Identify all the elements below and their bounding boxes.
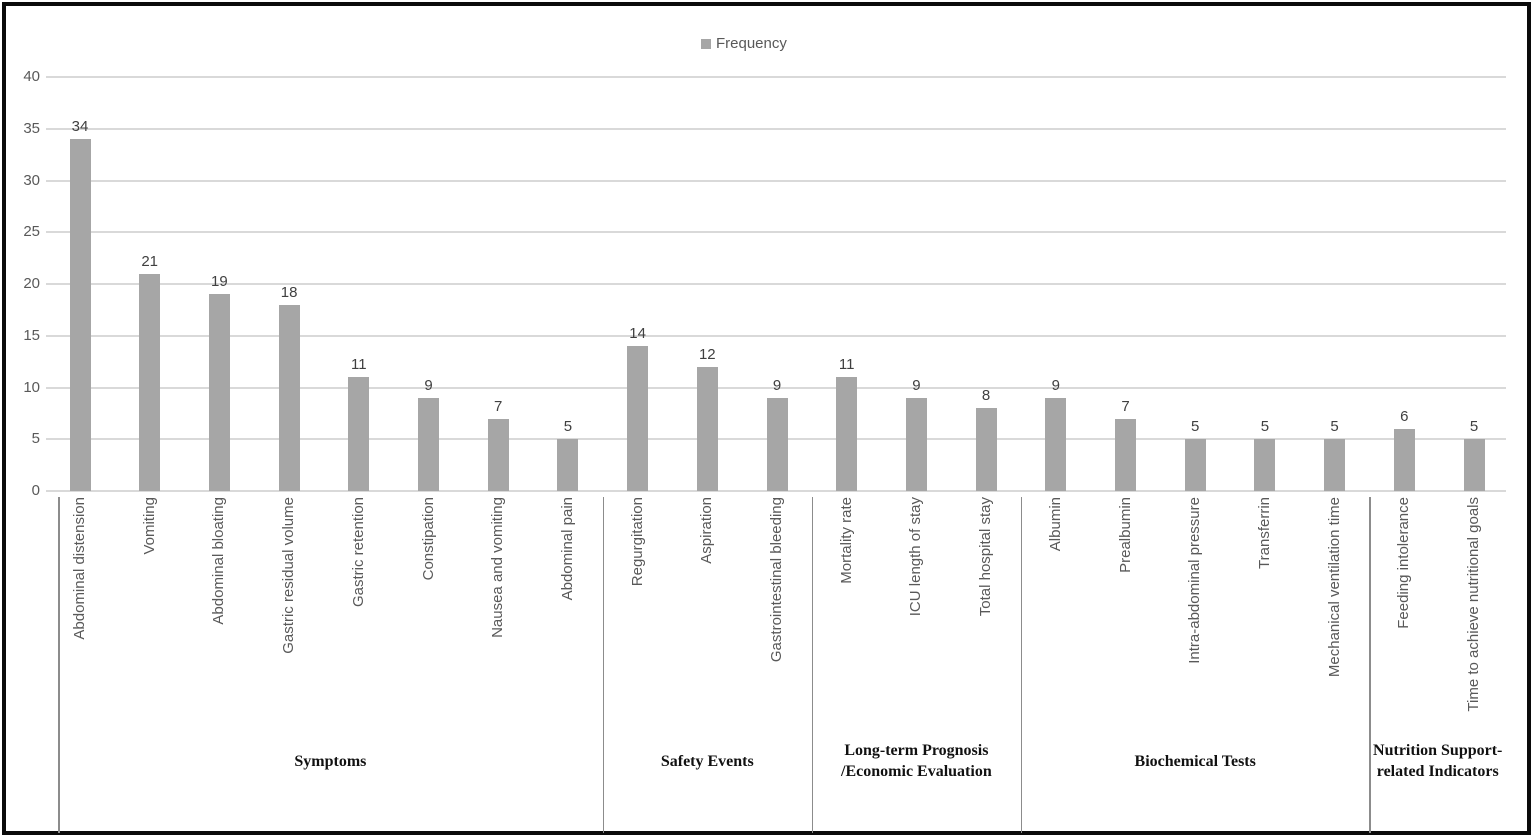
x-axis-label: Regurgitation <box>628 497 646 587</box>
x-axis-label: Nausea and vomiting <box>489 497 507 638</box>
bar-value-label: 21 <box>141 252 159 270</box>
bar-value-label: 11 <box>351 356 367 374</box>
x-axis-label: Transferrin <box>1255 497 1273 569</box>
y-axis-tick-label: 0 <box>31 482 40 499</box>
bar <box>1463 439 1485 491</box>
bar <box>905 397 927 491</box>
x-axis-label: Intra-abdominal pressure <box>1186 497 1204 664</box>
x-axis-label: Abdominal bloating <box>210 497 228 625</box>
bar <box>766 397 788 491</box>
x-axis-label: Abdominal distension <box>71 497 88 640</box>
x-axis-label: Aspiration <box>698 497 716 564</box>
x-axis-label: Gastrointestinal bleeding <box>768 497 785 663</box>
bar-value-label: 9 <box>912 376 921 394</box>
bar-value-label: 9 <box>1051 376 1060 394</box>
bar <box>1045 397 1067 491</box>
bar <box>1324 439 1346 491</box>
bar-value-label: 8 <box>981 387 991 405</box>
x-axis-label: Time to achieve nutritional goals <box>1465 497 1482 712</box>
chart-legend: Frequency <box>701 35 787 52</box>
category-separator <box>58 497 60 833</box>
bar-value-label: 9 <box>424 376 433 394</box>
gridline <box>46 179 1506 182</box>
category-separator <box>1020 497 1023 833</box>
bar <box>1254 439 1276 491</box>
bar-value-label: 7 <box>1121 397 1130 415</box>
category-separator <box>1369 497 1371 833</box>
x-axis-label: ICU length of stay <box>907 497 925 617</box>
y-axis-tick-label: 35 <box>23 119 40 137</box>
x-axis-label: Mortality rate <box>837 497 855 584</box>
bar-value-label: 19 <box>211 273 228 291</box>
bar-value-label: 9 <box>772 376 782 394</box>
bar <box>836 377 858 491</box>
bar <box>487 418 509 491</box>
category-label: Long-term Prognosis /Economic Evaluation <box>841 742 992 780</box>
gridline <box>46 127 1506 130</box>
y-axis-tick-label: 25 <box>23 223 40 241</box>
gridline <box>46 386 1506 389</box>
bar-value-label: 5 <box>1260 418 1270 436</box>
bar <box>208 294 230 491</box>
category-separator <box>811 497 814 833</box>
bar <box>278 304 300 491</box>
bar-value-label: 34 <box>71 118 89 136</box>
bar <box>975 408 997 491</box>
bar <box>696 366 718 491</box>
x-axis-label: Mechanical ventilation time <box>1325 497 1343 678</box>
bar <box>1393 428 1415 491</box>
category-separator <box>602 497 605 833</box>
bar-value-label: 14 <box>629 325 646 343</box>
gridline <box>46 231 1506 234</box>
bar-value-label: 5 <box>1330 418 1339 436</box>
y-axis-tick-label: 15 <box>23 326 40 344</box>
x-axis-label: Total hospital stay <box>977 497 995 617</box>
bar <box>348 377 370 491</box>
bar <box>69 139 91 491</box>
bar-value-label: 5 <box>1469 418 1479 436</box>
y-axis-tick-label: 40 <box>23 68 40 85</box>
x-axis-label: Feeding intolerance <box>1395 497 1413 629</box>
legend-label: Frequency <box>716 35 787 52</box>
bar <box>557 439 579 491</box>
bar-value-label: 5 <box>563 418 573 436</box>
bar-value-label: 6 <box>1400 407 1409 425</box>
x-axis-label: Vomiting <box>140 497 158 555</box>
x-axis-label: Prealbumin <box>1116 497 1134 573</box>
bar-value-label: 18 <box>280 283 298 301</box>
bar <box>1184 439 1206 491</box>
plot-area: 0 5 10 15 20 25 30 35 40 34 Abdominal distension 21… <box>6 6 1527 833</box>
y-axis-tick-label: 5 <box>31 430 40 448</box>
bar-value-label: 7 <box>494 397 503 415</box>
y-axis-tick-label: 10 <box>23 378 40 396</box>
bar <box>418 397 439 491</box>
x-axis-label: Albumin <box>1046 497 1064 552</box>
x-axis-label: Abdominal pain <box>558 497 576 601</box>
legend-marker-icon <box>701 38 711 49</box>
category-label: Biochemical Tests <box>1134 752 1256 770</box>
bar <box>1115 418 1136 491</box>
bar-value-label: 11 <box>838 356 855 374</box>
bar <box>139 273 161 491</box>
gridline <box>46 334 1506 337</box>
category-label: Symptoms <box>294 752 367 770</box>
gridline <box>46 76 1506 78</box>
bar <box>627 346 649 491</box>
gridline <box>46 490 1506 492</box>
bar-value-label: 12 <box>698 345 716 363</box>
gridline <box>46 283 1506 285</box>
bar-value-label: 5 <box>1191 418 1200 436</box>
y-axis-tick-label: 30 <box>23 171 40 189</box>
category-label: Nutrition Support-related Indicators <box>1373 742 1503 780</box>
x-axis-label: Gastric residual volume <box>280 497 298 654</box>
x-axis-label: Constipation <box>419 497 437 581</box>
x-axis-label: Gastric retention <box>349 497 367 608</box>
y-axis-tick-label: 20 <box>23 275 40 292</box>
category-label: Safety Events <box>660 752 754 770</box>
